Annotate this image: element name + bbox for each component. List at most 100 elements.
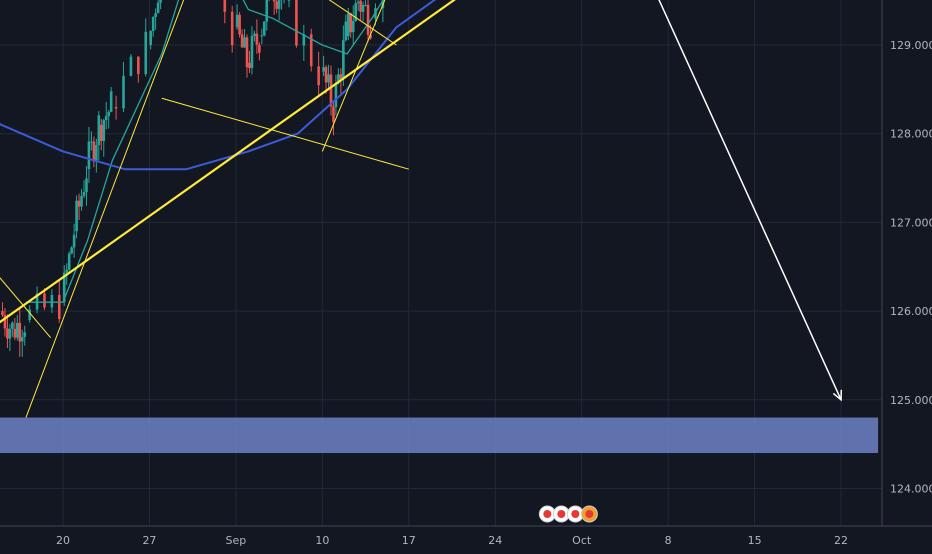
candle bbox=[18, 322, 22, 342]
candle bbox=[107, 111, 110, 116]
candle bbox=[1, 311, 4, 316]
x-tick-label: 17 bbox=[402, 534, 416, 547]
candle bbox=[364, 4, 367, 6]
candle bbox=[339, 74, 343, 79]
x-tick-label: Oct bbox=[572, 534, 592, 547]
y-tick-label: 126.000 bbox=[890, 305, 932, 318]
candle bbox=[258, 44, 261, 53]
candle bbox=[97, 115, 101, 146]
candle bbox=[277, 0, 281, 9]
economic-event-icon[interactable] bbox=[566, 505, 584, 523]
candle-layer bbox=[1, 0, 385, 357]
y-tick-label: 128.000 bbox=[890, 128, 932, 141]
trendline[interactable] bbox=[199, 0, 397, 46]
y-tick-label: 127.000 bbox=[890, 216, 932, 229]
x-tick-label: 24 bbox=[488, 534, 502, 547]
candle bbox=[23, 332, 27, 337]
candle bbox=[57, 294, 61, 320]
x-tick-label: 27 bbox=[142, 534, 156, 547]
candle bbox=[327, 74, 330, 83]
trendline-main[interactable] bbox=[0, 0, 853, 409]
candle bbox=[240, 34, 244, 48]
candle bbox=[104, 115, 108, 121]
candle bbox=[342, 40, 345, 79]
candle bbox=[8, 328, 12, 339]
candle bbox=[16, 322, 19, 338]
candle bbox=[332, 106, 335, 123]
candle bbox=[144, 31, 148, 75]
candle bbox=[302, 34, 306, 46]
candle bbox=[72, 234, 76, 248]
candle bbox=[151, 17, 155, 32]
candle bbox=[67, 253, 71, 270]
candle bbox=[11, 322, 14, 329]
candle bbox=[354, 3, 357, 21]
candle bbox=[243, 37, 246, 48]
candle bbox=[250, 35, 254, 69]
candle bbox=[334, 83, 338, 108]
candle bbox=[154, 13, 157, 18]
candle bbox=[13, 328, 17, 338]
trendline[interactable] bbox=[161, 97, 409, 170]
candle bbox=[122, 75, 125, 109]
candle bbox=[6, 328, 9, 339]
candle bbox=[295, 0, 298, 46]
candle bbox=[28, 309, 31, 320]
events-layer bbox=[538, 505, 598, 523]
candle bbox=[248, 62, 251, 69]
candle bbox=[230, 11, 234, 46]
candle bbox=[253, 33, 256, 36]
zone-layer bbox=[0, 417, 879, 454]
candle bbox=[90, 141, 93, 143]
support-zone[interactable] bbox=[0, 417, 879, 454]
candle bbox=[70, 247, 73, 254]
x-tick-label: 20 bbox=[56, 534, 70, 547]
candle bbox=[369, 34, 372, 39]
trendline[interactable] bbox=[0, 134, 52, 339]
time-axis[interactable] bbox=[0, 526, 932, 550]
candle bbox=[223, 0, 227, 12]
candle bbox=[272, 0, 276, 2]
slow-moving-average-line bbox=[0, 0, 437, 171]
candle bbox=[263, 21, 266, 36]
candle bbox=[346, 13, 350, 37]
candle bbox=[235, 14, 239, 28]
candle bbox=[349, 13, 353, 33]
candle bbox=[102, 120, 106, 141]
price-axis[interactable] bbox=[882, 0, 932, 550]
economic-event-icon[interactable] bbox=[580, 505, 598, 523]
trendline[interactable] bbox=[321, 0, 520, 152]
candle bbox=[50, 294, 54, 308]
candle bbox=[265, 0, 269, 22]
candle bbox=[317, 66, 320, 86]
candle bbox=[361, 4, 365, 12]
candle bbox=[356, 2, 360, 4]
candle bbox=[43, 293, 46, 308]
candle bbox=[287, 0, 291, 1]
x-tick-label: 8 bbox=[665, 534, 672, 547]
candle bbox=[260, 35, 264, 37]
candle bbox=[255, 33, 259, 45]
candle bbox=[92, 141, 96, 162]
drawing-layer bbox=[0, 0, 853, 418]
moving-average-layer bbox=[0, 0, 437, 303]
arrow-line[interactable] bbox=[631, 0, 842, 401]
arrow-head bbox=[832, 389, 843, 402]
candle bbox=[137, 56, 140, 75]
candle bbox=[85, 178, 88, 193]
candle bbox=[344, 21, 348, 41]
x-tick-label: 15 bbox=[748, 534, 762, 547]
x-tick-label: 22 bbox=[834, 534, 848, 547]
candle bbox=[3, 315, 7, 329]
candle bbox=[322, 67, 325, 72]
candle bbox=[77, 200, 81, 207]
candle bbox=[99, 124, 103, 141]
economic-event-icon[interactable] bbox=[552, 505, 570, 523]
candle bbox=[82, 192, 86, 196]
trendline[interactable] bbox=[25, 0, 224, 418]
y-tick-label: 124.000 bbox=[890, 483, 932, 496]
candle bbox=[149, 31, 152, 45]
